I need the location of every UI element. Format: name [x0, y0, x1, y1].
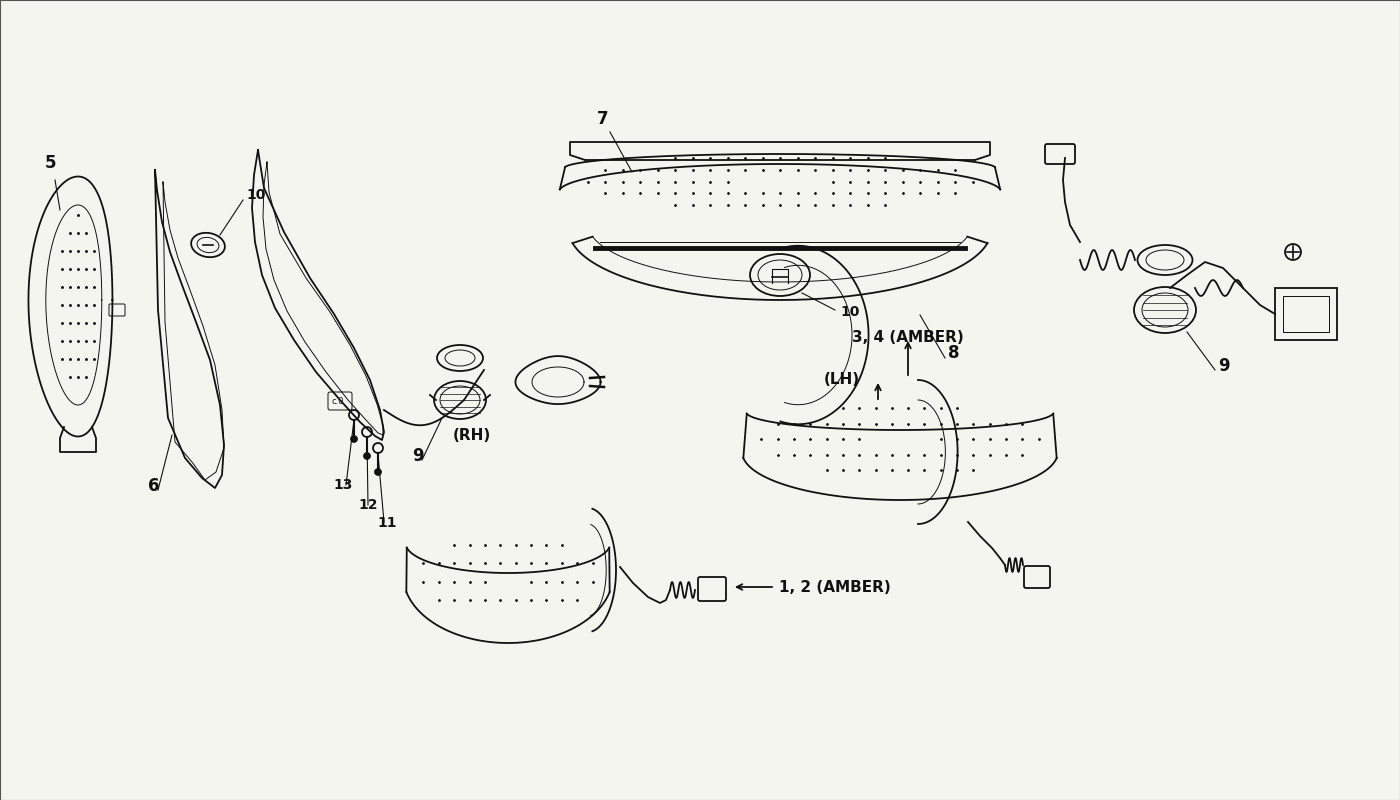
Text: 8: 8 — [948, 344, 959, 362]
Text: 10: 10 — [840, 305, 860, 319]
Text: 9: 9 — [412, 447, 424, 465]
Text: 13: 13 — [333, 478, 353, 492]
Text: 9: 9 — [1218, 357, 1229, 375]
Text: (LH): (LH) — [825, 372, 860, 387]
Text: 10: 10 — [246, 188, 266, 202]
Text: 11: 11 — [377, 516, 396, 530]
Circle shape — [364, 453, 371, 459]
Text: c.0: c.0 — [332, 397, 344, 406]
Text: 5: 5 — [45, 154, 56, 172]
Circle shape — [375, 469, 381, 475]
Text: 7: 7 — [596, 110, 608, 128]
Text: 1, 2 (AMBER): 1, 2 (AMBER) — [778, 579, 890, 594]
Text: 6: 6 — [148, 477, 160, 495]
Text: (RH): (RH) — [452, 427, 491, 442]
Text: 3, 4 (AMBER): 3, 4 (AMBER) — [853, 330, 963, 345]
Circle shape — [350, 435, 357, 442]
Text: 12: 12 — [358, 498, 378, 512]
